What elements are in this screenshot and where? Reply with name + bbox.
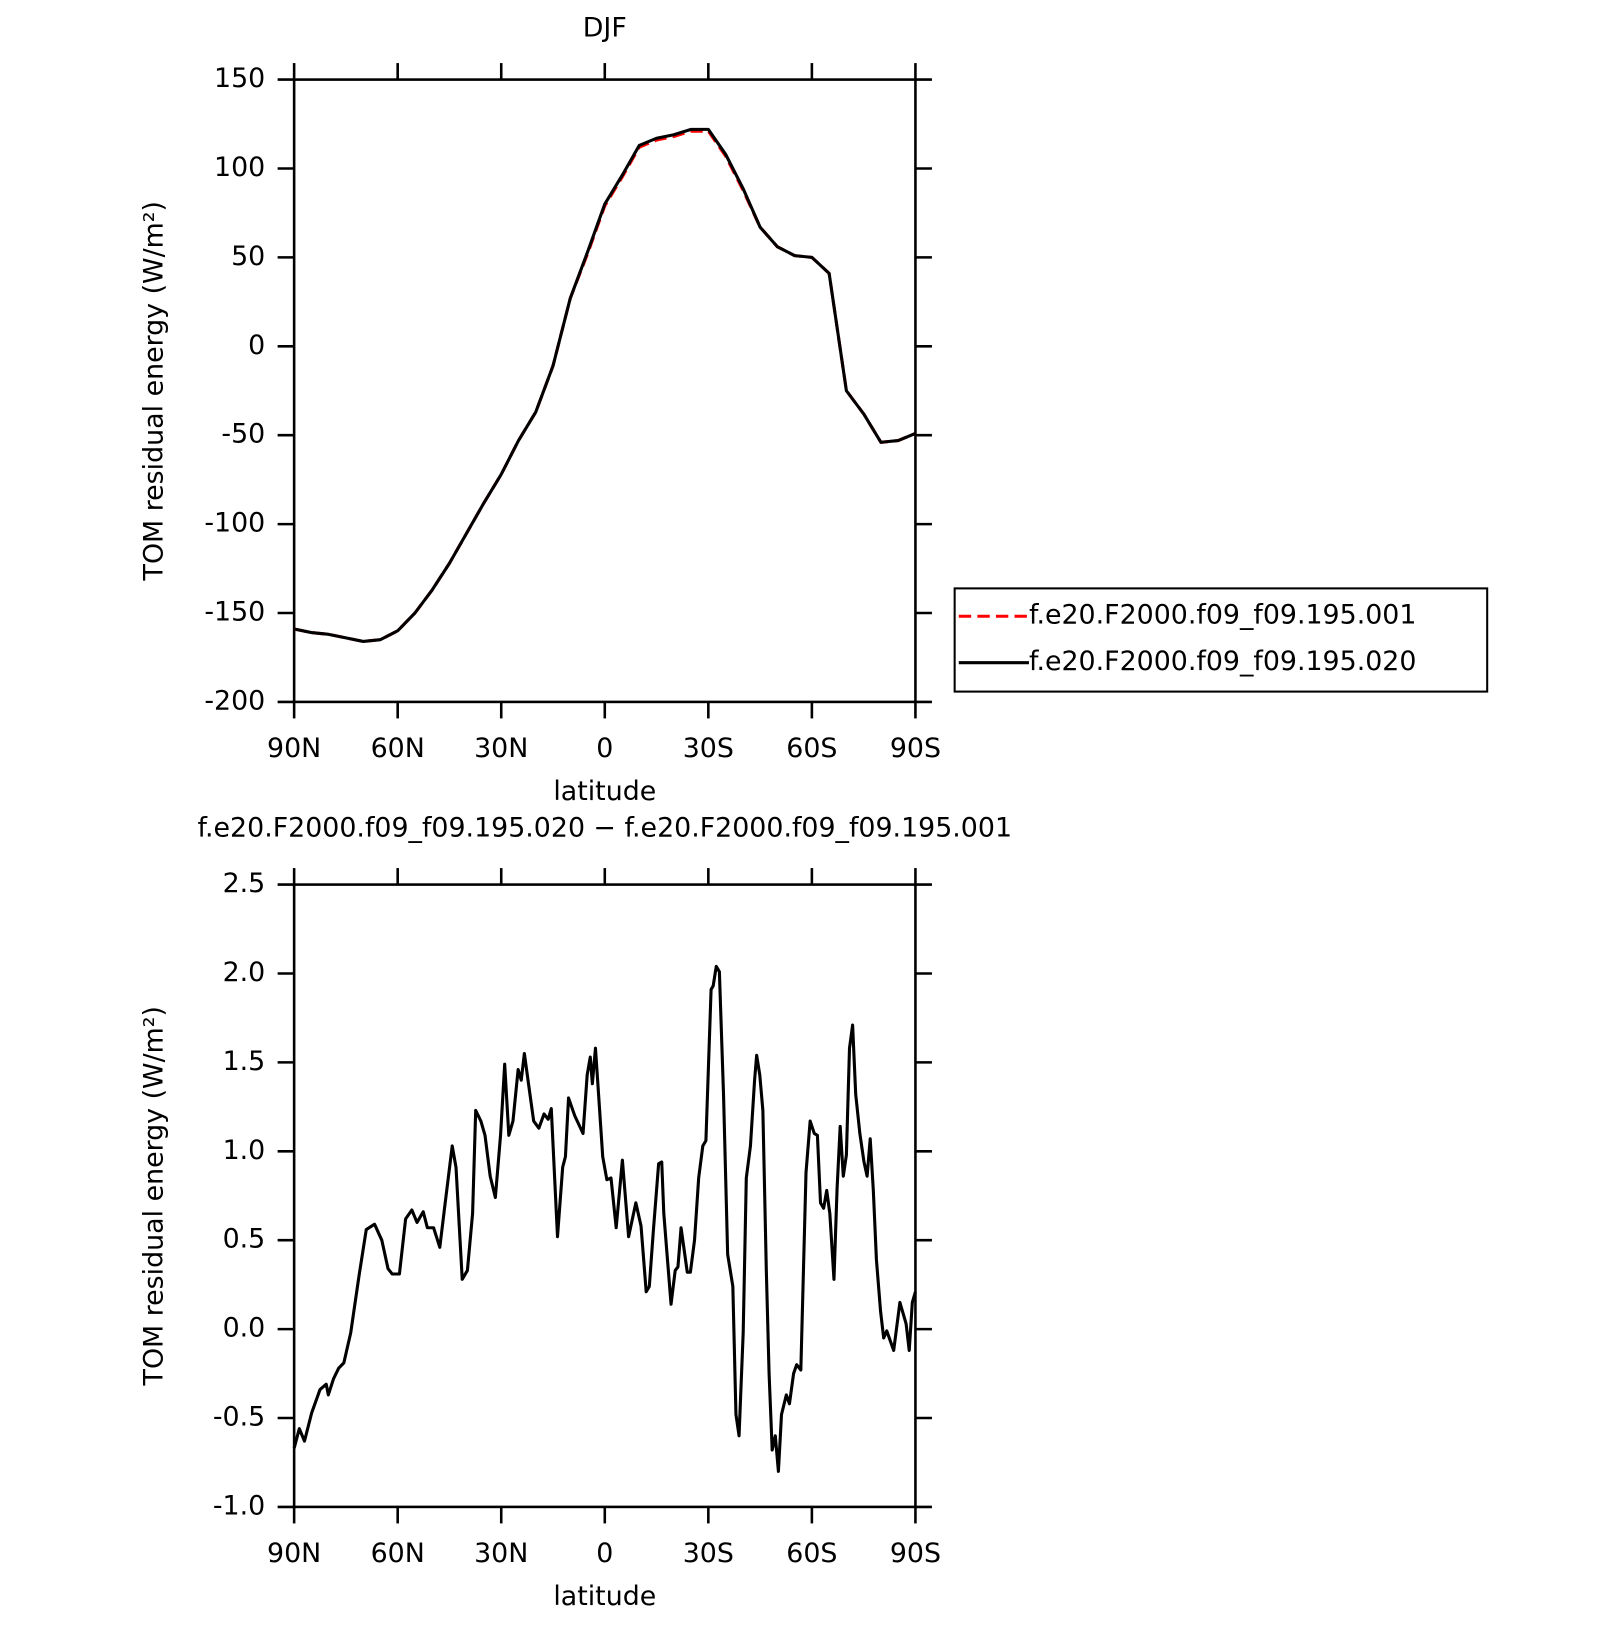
data-line: [293, 127, 917, 644]
x-axis-label: latitude: [553, 776, 656, 807]
chart-title: f.e20.F2000.f09_f09.195.020 − f.e20.F200…: [198, 812, 1013, 843]
x-tick-label: 0: [596, 1538, 613, 1569]
y-tick-label: 1.5: [223, 1046, 266, 1077]
y-axis-label: TOM residual energy (W/m²): [138, 1006, 169, 1386]
data-line: [292, 964, 917, 1473]
y-tick-label: -150: [204, 597, 265, 628]
y-tick-label: 150: [214, 63, 265, 94]
y-tick-label: -200: [204, 685, 265, 716]
y-tick-label: 100: [214, 152, 265, 183]
legend-box: [953, 587, 1489, 693]
y-tick-label: 50: [231, 241, 265, 272]
x-tick-label: 60N: [371, 1538, 425, 1569]
y-tick-label: 2.0: [223, 957, 266, 988]
legend-label: f.e20.F2000.f09_f09.195.001: [1029, 600, 1416, 631]
x-tick-label: 90N: [267, 733, 321, 764]
x-tick-label: 30N: [474, 733, 528, 764]
y-tick-label: 0.5: [223, 1224, 266, 1255]
x-tick-label: 30S: [683, 1538, 734, 1569]
y-tick-label: 0: [248, 330, 265, 361]
x-tick-label: 90N: [267, 1538, 321, 1569]
x-tick-label: 0: [596, 733, 613, 764]
y-tick-label: 0.0: [223, 1313, 266, 1344]
y-tick-label: -0.5: [213, 1402, 265, 1433]
x-tick-label: 30N: [474, 1538, 528, 1569]
y-axis-label: TOM residual energy (W/m²): [138, 201, 169, 581]
x-tick-label: 90S: [890, 733, 941, 764]
x-axis-label: latitude: [553, 1581, 656, 1612]
x-tick-label: 30S: [683, 733, 734, 764]
x-tick-label: 60S: [786, 733, 837, 764]
y-tick-label: 2.5: [223, 868, 266, 899]
x-tick-label: 60N: [371, 733, 425, 764]
y-tick-label: -100: [204, 508, 265, 539]
y-tick-label: -50: [221, 419, 265, 450]
y-tick-label: 1.0: [223, 1135, 266, 1166]
x-tick-label: 90S: [890, 1538, 941, 1569]
x-tick-label: 60S: [786, 1538, 837, 1569]
legend-label: f.e20.F2000.f09_f09.195.020: [1029, 646, 1416, 677]
y-tick-label: -1.0: [213, 1490, 265, 1521]
plot-frame: [292, 883, 917, 1509]
chart-title: DJF: [583, 13, 627, 44]
plot-frame: [292, 78, 917, 704]
